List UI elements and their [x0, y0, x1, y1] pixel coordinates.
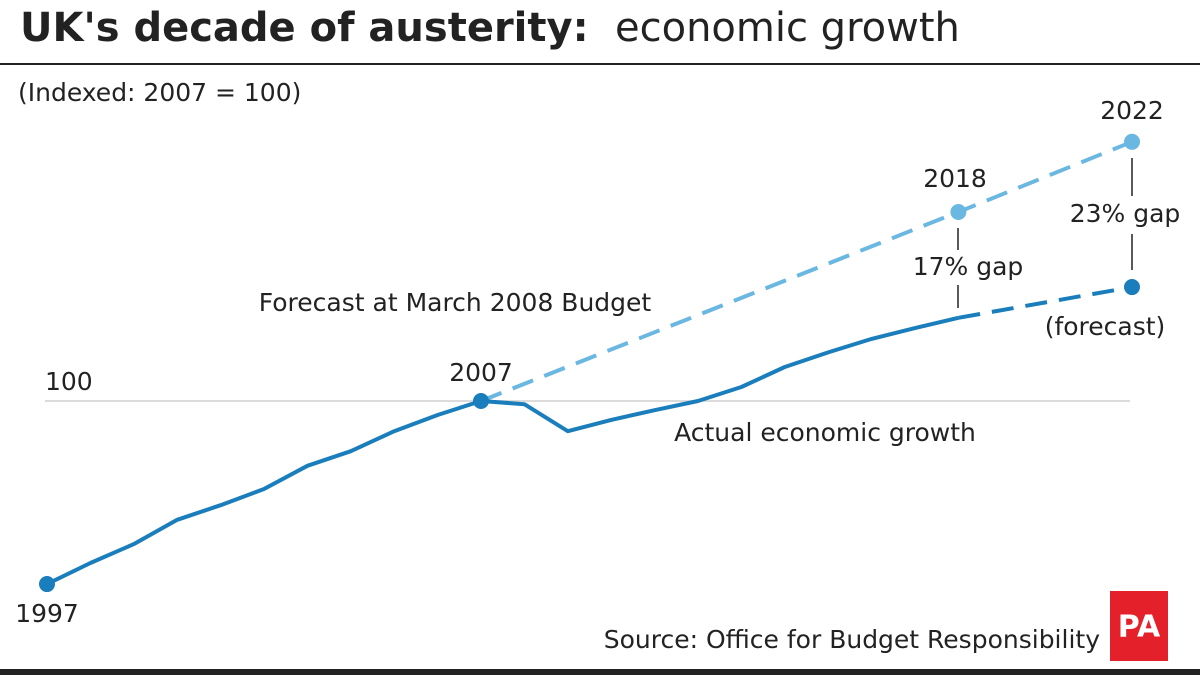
- annotation: 2007: [449, 358, 513, 387]
- annotation: 2022: [1100, 96, 1164, 125]
- chart-title: UK's decade of austerity:: [20, 5, 589, 51]
- series-label: (forecast): [1045, 312, 1166, 341]
- line: [958, 285, 1133, 320]
- series-label: Forecast at March 2008 Budget: [259, 288, 652, 317]
- series-label: Actual economic growth: [674, 418, 976, 447]
- point: [39, 576, 55, 593]
- point: [1124, 133, 1140, 150]
- point: [473, 393, 489, 409]
- bottom-rule: [0, 669, 1200, 675]
- line: [480, 139, 1133, 403]
- annotation: 2018: [923, 164, 987, 193]
- annotation: 17% gap: [913, 252, 1024, 281]
- logo: PA: [1118, 610, 1161, 645]
- annotation: 1997: [15, 599, 79, 628]
- line: [46, 315, 959, 586]
- logo-box: [1110, 591, 1168, 661]
- y-tick-label: 100: [45, 367, 93, 396]
- subtitle: (Indexed: 2007 = 100): [18, 78, 301, 107]
- chart-title-rest: economic growth: [615, 5, 960, 51]
- annotation: 23% gap: [1070, 199, 1181, 228]
- plot: 100: [39, 133, 1140, 593]
- point: [950, 204, 967, 220]
- source: Source: Office for Budget Responsibility: [604, 625, 1100, 654]
- point: [1124, 279, 1140, 296]
